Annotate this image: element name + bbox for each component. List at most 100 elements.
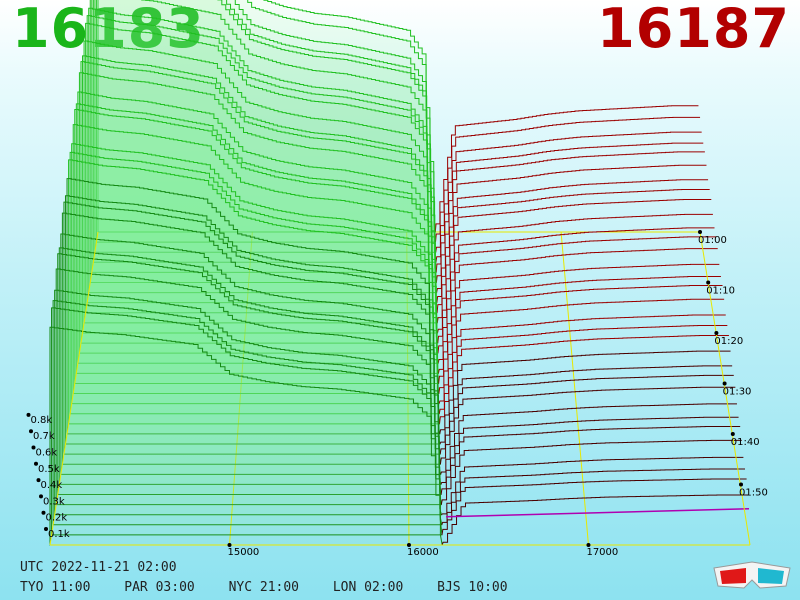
bid-slice-16 <box>74 109 440 384</box>
depth-tick-label-4: 0.5k <box>38 464 60 475</box>
bid-slice-7 <box>60 233 442 475</box>
bid-slice-9 <box>63 201 441 455</box>
ask-slice-0 <box>441 494 749 546</box>
price-guide-0 <box>228 231 253 546</box>
ask-slice-26 <box>435 164 707 283</box>
ask-slice-28 <box>435 142 704 263</box>
bid-slice-1 <box>51 307 443 536</box>
ask-slice-25 <box>436 179 709 293</box>
ask-slice-8 <box>439 386 736 465</box>
utc-datetime: UTC 2022-11-21 02:00 <box>20 560 177 575</box>
bid-slice-13 <box>69 151 440 415</box>
depth-tick-dot-1 <box>41 510 46 515</box>
x-tick-dot-1 <box>406 543 411 547</box>
paris-time: PAR 03:00 <box>124 580 195 595</box>
time-tick-dot-4 <box>730 432 735 436</box>
time-tick-dot-0 <box>698 230 702 234</box>
time-tick-label-1: 01:10 <box>706 286 735 297</box>
depth-tick-label-3: 0.4k <box>41 480 63 491</box>
bid-slice-6 <box>58 247 442 485</box>
x-tick-dot-2 <box>586 543 591 547</box>
ask-slice-15 <box>438 298 725 394</box>
depth-tick-label-2: 0.3k <box>43 496 65 507</box>
ask-slice-12 <box>439 335 729 424</box>
bid-slice-31 <box>97 0 436 233</box>
bid-slice-28 <box>92 0 437 263</box>
ask-slice-18 <box>437 263 720 364</box>
ask-slice-13 <box>438 325 728 414</box>
ask-slice-22 <box>436 213 713 323</box>
time-tick-label-0: 01:00 <box>698 235 727 246</box>
bid-slice-20 <box>80 61 439 344</box>
ask-slice-23 <box>436 198 712 313</box>
bid-slice-0 <box>49 326 443 546</box>
ask-slice-4 <box>440 439 742 505</box>
depth-tick-dot-3 <box>36 478 41 483</box>
depth-tick-dot-5 <box>31 445 36 450</box>
bid-slice-18 <box>77 91 439 364</box>
ask-slice-24 <box>436 189 710 303</box>
x-tick-dot-0 <box>227 543 232 547</box>
london-time: LON 02:00 <box>332 580 404 595</box>
depth-tick-dot-2 <box>39 494 43 499</box>
bid-slice-27 <box>91 0 437 273</box>
new-york-time: NYC 21:00 <box>228 580 300 595</box>
bid-price: 16183 <box>12 2 205 56</box>
3d-glasses-icon[interactable] <box>712 558 792 592</box>
ask-slice-31 <box>434 105 699 233</box>
ask-slice-10 <box>439 365 733 445</box>
ask-slice-29 <box>435 131 702 253</box>
ask-slice-11 <box>439 350 731 435</box>
ask-slice-3 <box>441 456 744 516</box>
tokyo-time: TYO 11:00 <box>20 580 91 595</box>
bid-slice-23 <box>85 22 438 314</box>
depth-tick-dot-0 <box>44 527 48 531</box>
bid-slice-21 <box>82 55 439 334</box>
ask-slice-21 <box>437 227 715 334</box>
ask-slice-9 <box>439 374 734 455</box>
ask-slice-5 <box>440 425 741 495</box>
bid-slice-5 <box>57 253 442 496</box>
depth-tick-label-7: 0.8k <box>31 415 53 426</box>
depth-tick-label-6: 0.7k <box>33 431 55 442</box>
bid-slice-3 <box>54 289 443 516</box>
ask-slice-16 <box>438 284 723 384</box>
frame-left-edge <box>49 231 99 546</box>
ask-slice-19 <box>437 248 718 354</box>
beijing-time: BJS 10:00 <box>437 580 508 595</box>
spread-line <box>446 507 750 518</box>
bid-slice-4 <box>55 268 442 506</box>
depth-tick-dot-7 <box>26 412 31 417</box>
ask-slice-30 <box>434 116 701 243</box>
time-tick-label-3: 01:30 <box>723 387 752 398</box>
ask-slice-6 <box>440 416 739 485</box>
depth-tick-dot-6 <box>29 429 33 434</box>
depth-tick-label-5: 0.6k <box>36 448 58 459</box>
time-tick-label-2: 01:20 <box>714 336 743 347</box>
bid-slice-2 <box>52 300 443 526</box>
ask-slice-2 <box>441 468 745 525</box>
time-tick-dot-1 <box>706 280 711 285</box>
bid-slice-11 <box>66 178 441 435</box>
ask-slice-27 <box>435 151 705 273</box>
world-clock: TYO 11:00 PAR 03:00 NYC 21:00 LON 02:00 … <box>20 580 534 595</box>
bid-slice-29 <box>94 0 437 253</box>
depth-tick-dot-4 <box>34 461 38 466</box>
ask-slice-7 <box>440 403 737 475</box>
bid-slice-25 <box>88 7 438 294</box>
time-tick-label-4: 01:40 <box>731 437 760 448</box>
ask-slice-1 <box>441 478 747 535</box>
ask-slice-20 <box>437 236 717 344</box>
time-tick-label-5: 01:50 <box>739 488 768 499</box>
depth-tick-label-1: 0.2k <box>46 513 68 524</box>
depth-tick-label-0: 0.1k <box>48 529 70 540</box>
ask-price: 16187 <box>597 0 790 60</box>
ask-slice-14 <box>438 314 726 404</box>
time-tick-dot-3 <box>722 381 727 386</box>
bid-slice-8 <box>61 212 441 465</box>
price-guide-2 <box>560 231 589 546</box>
x-tick-label-1: 16000 <box>407 547 439 558</box>
ask-slice-17 <box>437 275 721 374</box>
x-tick-label-2: 17000 <box>586 547 618 558</box>
